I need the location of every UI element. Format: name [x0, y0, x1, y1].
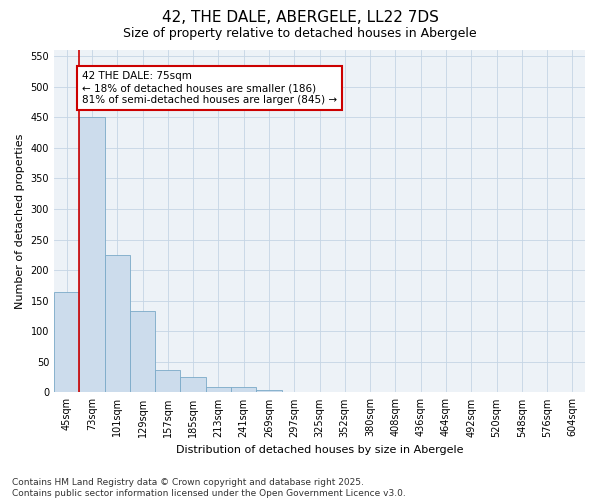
Bar [256, 390, 281, 392]
Y-axis label: Number of detached properties: Number of detached properties [15, 134, 25, 309]
Bar [206, 387, 231, 392]
Bar [155, 370, 181, 392]
Bar [231, 387, 256, 392]
Bar [181, 376, 206, 392]
Text: Size of property relative to detached houses in Abergele: Size of property relative to detached ho… [123, 28, 477, 40]
Bar [79, 118, 104, 392]
Bar [130, 311, 155, 392]
Text: 42, THE DALE, ABERGELE, LL22 7DS: 42, THE DALE, ABERGELE, LL22 7DS [161, 10, 439, 25]
Bar [104, 255, 130, 392]
Text: 42 THE DALE: 75sqm
← 18% of detached houses are smaller (186)
81% of semi-detach: 42 THE DALE: 75sqm ← 18% of detached hou… [82, 72, 337, 104]
Text: Contains HM Land Registry data © Crown copyright and database right 2025.
Contai: Contains HM Land Registry data © Crown c… [12, 478, 406, 498]
X-axis label: Distribution of detached houses by size in Abergele: Distribution of detached houses by size … [176, 445, 463, 455]
Bar [54, 292, 79, 392]
